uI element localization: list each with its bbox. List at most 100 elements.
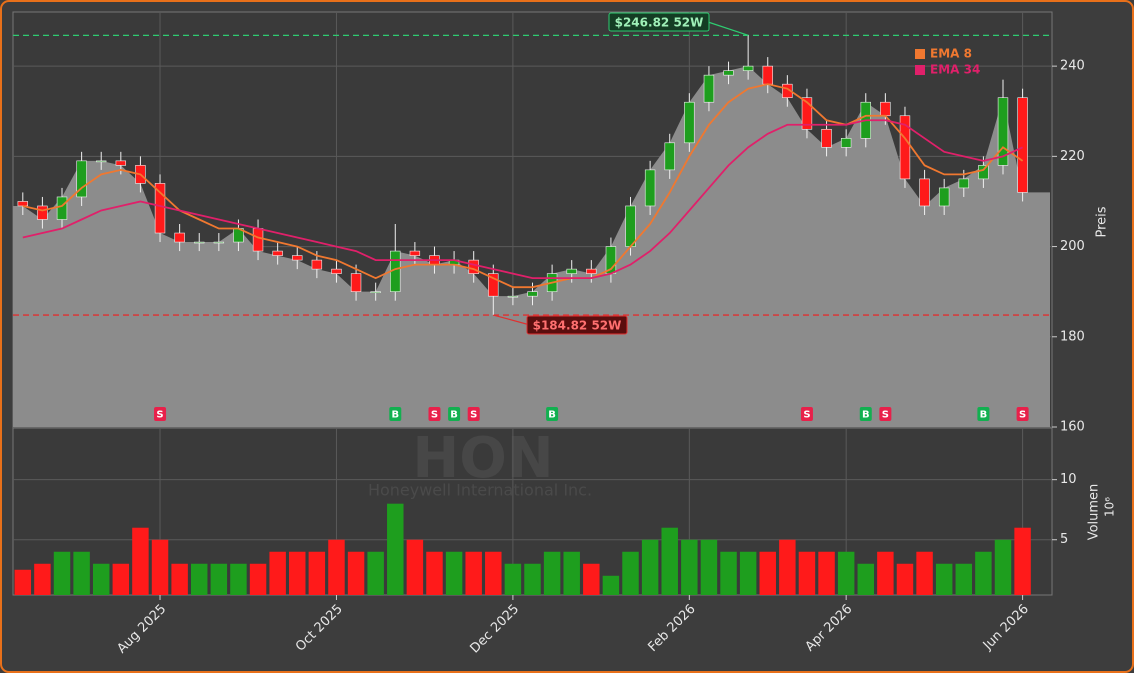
volume-bar bbox=[426, 551, 443, 595]
volume-bar bbox=[543, 551, 561, 595]
signal-badge bbox=[389, 407, 402, 421]
y-tick-label: 200 bbox=[1060, 239, 1085, 254]
candle-body bbox=[56, 196, 68, 220]
volume-bar bbox=[289, 551, 306, 595]
candle-body bbox=[978, 165, 989, 180]
annotation-arrow bbox=[707, 21, 749, 36]
volume-bar bbox=[269, 551, 286, 595]
signal-label: S bbox=[1019, 410, 1026, 421]
signal-badge bbox=[879, 407, 892, 421]
indicator-line bbox=[22, 119, 1023, 280]
volume-bar bbox=[857, 563, 874, 595]
candle-body bbox=[997, 97, 1009, 166]
volume-bar bbox=[935, 563, 953, 595]
signal-label: S bbox=[882, 410, 889, 421]
volume-bar bbox=[230, 563, 247, 595]
volume-bar bbox=[53, 551, 71, 595]
volume-bar bbox=[818, 551, 835, 595]
volume-bar bbox=[14, 569, 32, 595]
candle-body bbox=[527, 291, 538, 297]
signal-badge bbox=[467, 407, 480, 421]
y-tick-label: 160 bbox=[1060, 420, 1085, 435]
candle-body bbox=[154, 183, 166, 234]
candle-body bbox=[723, 70, 734, 76]
volume-bar bbox=[779, 539, 796, 595]
volume-bar bbox=[406, 539, 424, 595]
signal-label: B bbox=[980, 410, 988, 421]
volume-offset-label: 10⁶ bbox=[1103, 497, 1117, 517]
signal-badge bbox=[448, 407, 461, 421]
volume-bar bbox=[445, 551, 463, 595]
candle-body bbox=[37, 205, 48, 220]
price-area bbox=[13, 66, 1050, 427]
candle-body bbox=[801, 97, 813, 130]
candle-body bbox=[76, 160, 87, 198]
volume-bar bbox=[975, 551, 992, 595]
legend-label: EMA 34 bbox=[930, 63, 980, 77]
signal-badge bbox=[859, 407, 872, 421]
volume-bar bbox=[896, 563, 914, 595]
annotation-box bbox=[526, 315, 628, 335]
candle-body bbox=[703, 74, 715, 103]
candle-body bbox=[919, 178, 930, 207]
indicator-line bbox=[22, 83, 1024, 289]
volume-bar bbox=[210, 563, 228, 595]
volume-bar bbox=[720, 551, 737, 595]
signal-badge bbox=[1016, 407, 1029, 421]
candle-body bbox=[115, 160, 127, 166]
signal-label: B bbox=[391, 410, 399, 421]
candle-body bbox=[507, 295, 519, 298]
candle-body bbox=[17, 201, 29, 207]
candle-body bbox=[488, 273, 499, 297]
candle-body bbox=[409, 250, 421, 256]
volume-bar bbox=[92, 563, 110, 595]
volume-bar bbox=[602, 575, 620, 595]
volume-bar bbox=[798, 551, 816, 595]
volume-bar bbox=[994, 539, 1012, 595]
volume-bar bbox=[504, 563, 522, 595]
signal-label: B bbox=[548, 410, 556, 421]
legend-swatch bbox=[915, 65, 925, 75]
candle-body bbox=[311, 259, 323, 270]
candle-body bbox=[292, 255, 303, 261]
candle-body bbox=[174, 232, 185, 243]
signal-label: S bbox=[470, 410, 477, 421]
signal-label: S bbox=[431, 410, 438, 421]
annotation-arrow bbox=[493, 314, 531, 326]
annotation-label: $246.82 52W bbox=[615, 16, 704, 30]
candle-body bbox=[782, 83, 793, 99]
y-tick-label: 10 bbox=[1060, 472, 1077, 487]
signal-label: B bbox=[450, 410, 458, 421]
volume-bar bbox=[73, 551, 90, 595]
watermark-company: Honeywell International Inc. bbox=[368, 481, 592, 500]
annotation-box bbox=[608, 12, 710, 32]
volume-bar bbox=[34, 563, 51, 595]
candle-body bbox=[252, 228, 264, 252]
volume-bar bbox=[681, 539, 698, 595]
candle-body bbox=[880, 101, 891, 117]
signal-label: B bbox=[862, 410, 870, 421]
watermark-ticker: HON bbox=[412, 426, 553, 491]
volume-bar bbox=[837, 551, 855, 595]
candle-body bbox=[664, 142, 675, 171]
volume-axis-label: Volumen bbox=[1087, 484, 1102, 541]
candle-body bbox=[938, 187, 950, 207]
signal-badge bbox=[977, 407, 990, 421]
annotation-label: $184.82 52W bbox=[533, 319, 622, 333]
volume-bar bbox=[524, 563, 541, 595]
volume-bar bbox=[171, 563, 188, 595]
volume-bar bbox=[308, 551, 326, 595]
candle-body bbox=[958, 178, 969, 189]
volume-bar bbox=[955, 563, 973, 595]
candle-body bbox=[840, 138, 852, 148]
candle-body bbox=[213, 241, 225, 244]
candle-body bbox=[566, 268, 577, 274]
volume-bar bbox=[916, 551, 933, 595]
y-axis-label: Preis bbox=[1095, 206, 1110, 237]
y-tick-label: 5 bbox=[1060, 532, 1068, 547]
candle-body bbox=[370, 291, 381, 293]
signal-badge bbox=[546, 407, 559, 421]
candle-body bbox=[684, 101, 695, 144]
volume-bar bbox=[151, 539, 169, 595]
candle-body bbox=[194, 241, 205, 244]
